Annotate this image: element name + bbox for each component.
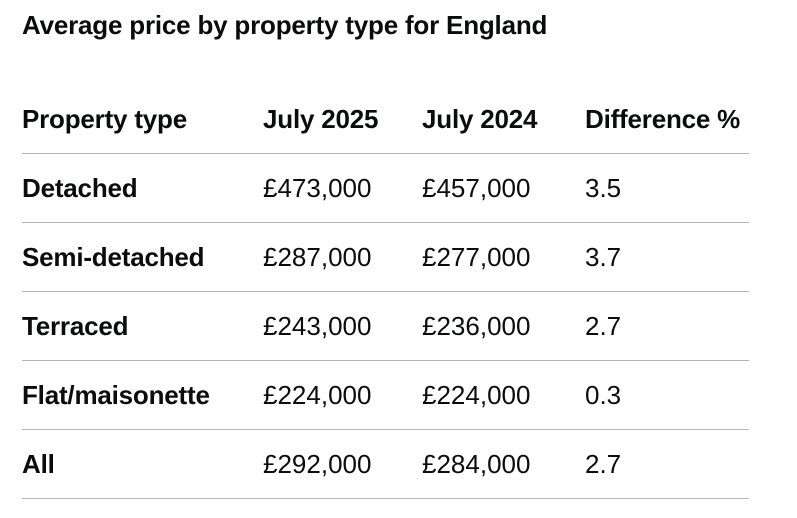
- cell-july-2025: £292,000: [263, 429, 422, 499]
- cell-difference: 2.7: [585, 291, 749, 361]
- table-row: Detached £473,000 £457,000 3.5: [22, 153, 749, 223]
- table-caption: Average price by property type for Engla…: [22, 10, 548, 40]
- header-property-type: Property type: [22, 85, 263, 154]
- table-row: Semi-detached £287,000 £277,000 3.7: [22, 222, 749, 292]
- cell-july-2024: £236,000: [422, 291, 585, 361]
- header-july-2025: July 2025: [263, 85, 422, 154]
- cell-july-2024: £277,000: [422, 222, 585, 292]
- row-label: Semi-detached: [22, 222, 263, 292]
- header-july-2024: July 2024: [422, 85, 585, 154]
- row-label: All: [22, 429, 263, 499]
- row-label: Terraced: [22, 291, 263, 361]
- cell-july-2025: £243,000: [263, 291, 422, 361]
- table-row: All £292,000 £284,000 2.7: [22, 429, 749, 499]
- table-row: Flat/maisonette £224,000 £224,000 0.3: [22, 360, 749, 430]
- table-row: Terraced £243,000 £236,000 2.7: [22, 291, 749, 361]
- header-difference-percent: Difference %: [585, 85, 749, 154]
- average-price-table: Property type July 2025 July 2024 Differ…: [22, 85, 749, 499]
- cell-july-2024: £457,000: [422, 153, 585, 223]
- cell-difference: 3.5: [585, 153, 749, 223]
- header-row: Property type July 2025 July 2024 Differ…: [22, 85, 749, 154]
- table-body: Detached £473,000 £457,000 3.5 Semi-deta…: [22, 153, 749, 499]
- table-header: Property type July 2025 July 2024 Differ…: [22, 85, 749, 154]
- cell-difference: 0.3: [585, 360, 749, 430]
- cell-july-2025: £473,000: [263, 153, 422, 223]
- cell-july-2024: £284,000: [422, 429, 585, 499]
- cell-july-2025: £287,000: [263, 222, 422, 292]
- row-label: Detached: [22, 153, 263, 223]
- cell-difference: 3.7: [585, 222, 749, 292]
- cell-july-2024: £224,000: [422, 360, 585, 430]
- row-label: Flat/maisonette: [22, 360, 263, 430]
- cell-difference: 2.7: [585, 429, 749, 499]
- cell-july-2025: £224,000: [263, 360, 422, 430]
- table-container: Average price by property type for Engla…: [22, 10, 749, 499]
